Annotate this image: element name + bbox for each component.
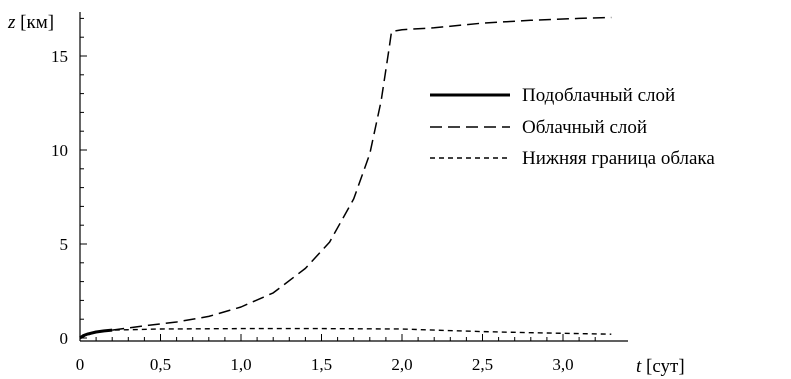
x-ticks: 0 0,5 1,0 1,5 2,0 2,5 3,0 — [76, 334, 596, 374]
x-tick-label: 2,5 — [472, 355, 493, 374]
series-line-1 — [112, 16, 612, 331]
x-axis-label: t [сут] — [636, 356, 685, 377]
legend-label: Облачный слой — [522, 117, 647, 138]
x-tick-label: 2,0 — [391, 355, 412, 374]
series-line-2 — [79, 327, 612, 339]
x-tick-label: 3,0 — [552, 355, 573, 374]
series-layer — [79, 16, 612, 340]
legend: Подоблачный слой Облачный слой Нижняя гран… — [430, 85, 715, 169]
x-tick-label: 1,5 — [311, 355, 332, 374]
y-axis-label: z [км] — [7, 12, 54, 33]
y-tick-label: 0 — [60, 329, 69, 348]
y-tick-label: 10 — [51, 141, 68, 160]
series-line-0 — [79, 328, 113, 340]
x-tick-label: 0,5 — [150, 355, 171, 374]
x-tick-label: 0 — [76, 355, 85, 374]
y-tick-label: 15 — [51, 47, 68, 66]
y-ticks: 0 5 10 15 — [51, 17, 87, 348]
legend-label: Нижняя граница облака — [522, 148, 715, 169]
x-tick-label: 1,0 — [230, 355, 251, 374]
y-tick-label: 5 — [60, 235, 69, 254]
legend-label: Подоблачный слой — [522, 85, 675, 106]
